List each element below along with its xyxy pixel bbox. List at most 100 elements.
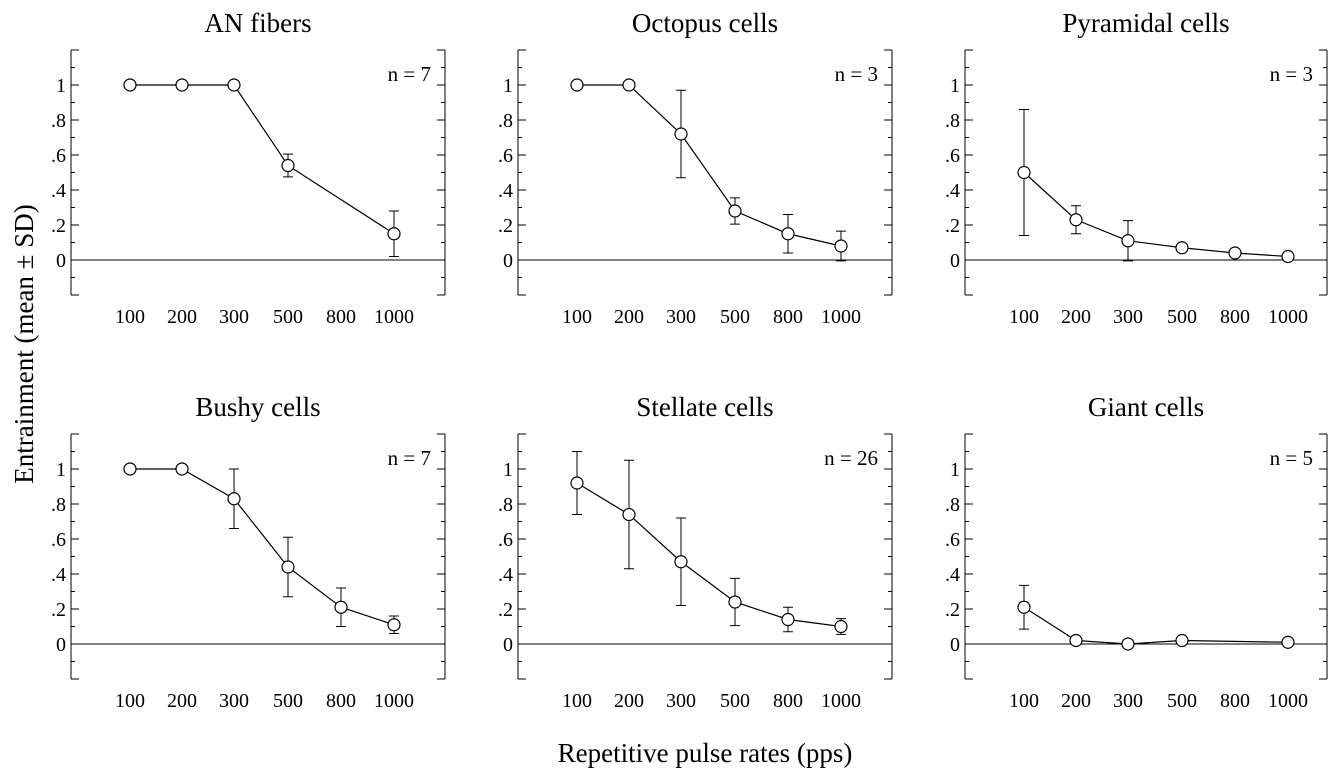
x-tick-label: 1000 [821,690,861,712]
x-tick-label: 100 [562,306,592,328]
panel-title: Stellate cells [636,392,773,422]
data-point [387,618,401,632]
y-tick-label: 0 [503,634,513,656]
data-point [1017,165,1031,180]
panel-title: Pyramidal cells [1062,8,1229,38]
y-tick-label: 1 [503,459,513,481]
x-tick-label: 100 [1009,690,1039,712]
data-point [1069,633,1083,648]
y-tick-label: .8 [498,110,513,132]
data-point [834,239,848,253]
y-tick-label: 0 [503,250,513,272]
panel-6: Giant cells n = 5 0 .2 .4 .6 .8 1 100 200 300 500 80… [945,392,1328,712]
sample-size-label: n = 7 [388,446,431,470]
panel-title: AN fibers [204,8,311,38]
y-tick-label: .6 [498,529,513,551]
x-tick-label: 100 [1009,306,1039,328]
x-tick-label: 500 [273,306,303,328]
x-tick-label: 200 [1061,690,1091,712]
x-tick-label: 500 [1167,306,1197,328]
data-point [622,78,636,92]
y-tick-label: .4 [945,564,960,586]
x-tick-label: 200 [1061,306,1091,328]
x-tick-label: 1000 [821,306,861,328]
data-point [781,227,795,241]
panel-3: Pyramidal cells n = 3 0 .2 .4 .6 .8 1 100 200 300 5… [945,8,1328,328]
sample-size-label: n = 7 [388,62,431,86]
data-point [1017,600,1031,614]
x-tick-label: 800 [1220,690,1250,712]
panel-2: Octopus cells n = 3 0 .2 .4 .6 .8 1 100 200 300 500… [498,8,893,328]
x-tick-label: 800 [773,690,803,712]
series-line [576,482,842,628]
sample-size-label: n = 5 [1270,446,1313,470]
data-point [123,462,137,476]
y-tick-label: .8 [945,110,960,132]
y-tick-label: .6 [945,145,960,167]
x-tick-label: 800 [326,306,356,328]
x-tick-label: 200 [614,690,644,712]
y-tick-label: .4 [945,180,960,202]
sample-size-label: n = 26 [824,446,878,470]
data-point [1281,249,1295,264]
sample-size-label: n = 3 [835,62,878,86]
x-tick-label: 300 [219,690,249,712]
data-point [1228,246,1242,260]
y-tick-label: .2 [498,599,513,621]
panel-1: AN fibers n = 7 0 .2 .4 .6 .8 1 100 200 300 500 800 1… [51,8,446,328]
x-tick-label: 100 [115,306,145,328]
data-point [227,492,241,506]
data-point [1069,213,1083,227]
series-line [130,468,395,626]
y-tick-label: 1 [950,459,960,481]
panel-title: Giant cells [1088,392,1204,422]
y-tick-label: 0 [950,250,960,272]
y-tick-label: .2 [51,215,66,237]
data-point [622,507,636,522]
data-point [674,555,688,569]
panel-title: Bushy cells [195,392,320,422]
x-tick-label: 1000 [374,306,414,328]
data-point [227,78,241,92]
x-tick-label: 500 [1167,690,1197,712]
y-tick-label: .4 [498,564,513,586]
y-tick-label: .8 [498,494,513,516]
x-tick-label: 200 [167,306,197,328]
series-line [1023,172,1289,258]
data-point [834,619,848,634]
x-tick-label: 300 [666,690,696,712]
x-tick-label: 1000 [1268,690,1308,712]
x-tick-label: 100 [562,690,592,712]
x-tick-label: 1000 [374,690,414,712]
y-tick-label: .2 [945,599,960,621]
data-point [570,78,584,92]
data-point [175,462,189,476]
panel-title: Octopus cells [632,8,778,38]
data-point [281,158,295,173]
x-tick-label: 300 [1113,306,1143,328]
y-tick-label: 0 [950,634,960,656]
panel-4: Bushy cells n = 7 0 .2 .4 .6 .8 1 100 200 300 500 80… [51,392,446,712]
x-tick-label: 800 [326,690,356,712]
x-tick-label: 300 [1113,690,1143,712]
x-tick-label: 100 [115,690,145,712]
y-tick-label: .4 [498,180,513,202]
y-tick-label: .4 [51,180,66,202]
series-line [1023,606,1289,645]
x-tick-label: 500 [720,306,750,328]
y-tick-label: .8 [945,494,960,516]
x-tick-label: 500 [273,690,303,712]
data-point [1121,234,1135,248]
sample-size-label: n = 3 [1270,62,1313,86]
x-tick-label: 300 [219,306,249,328]
data-point [570,476,584,490]
series-line [130,84,395,235]
data-point [728,204,742,218]
y-tick-label: 1 [950,75,960,97]
y-tick-label: .6 [51,529,66,551]
x-tick-label: 1000 [1268,306,1308,328]
data-point [123,78,137,92]
data-point [1281,635,1295,649]
